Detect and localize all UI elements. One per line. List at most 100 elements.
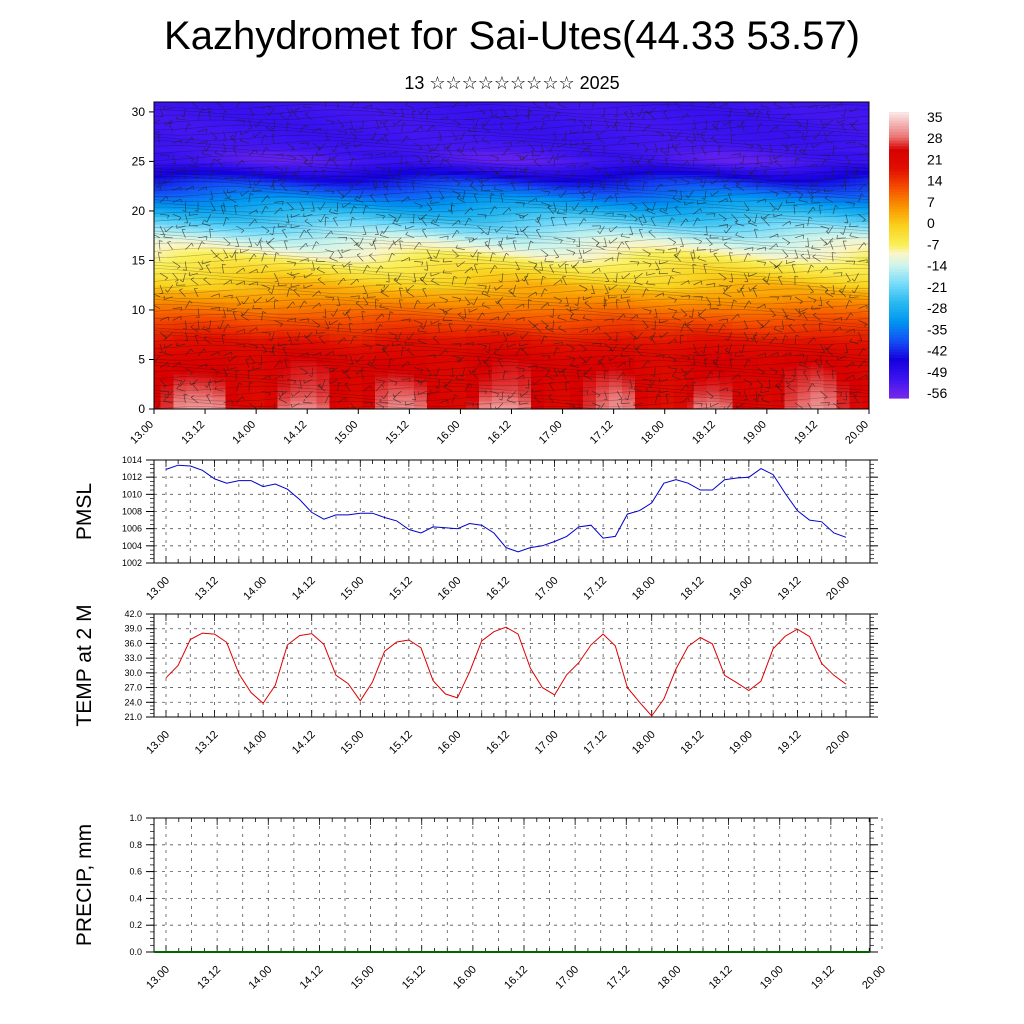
heatmap-cell [342, 117, 350, 122]
heatmap-cell [394, 251, 402, 257]
heatmap-cell [329, 201, 337, 207]
heatmap-cell [329, 378, 337, 383]
heatmap-cell [440, 362, 448, 368]
heatmap-cell [388, 136, 396, 141]
heatmap-cell [199, 397, 207, 402]
heatmap-cell [511, 393, 519, 399]
heatmap-cell [342, 316, 350, 322]
heatmap-cell [342, 328, 350, 333]
heatmap-cell [219, 405, 227, 409]
heatmap-cell [251, 297, 259, 303]
heatmap-cell [186, 282, 194, 287]
heatmap-cell [368, 155, 376, 161]
heatmap-cell [446, 286, 454, 291]
heatmap-cell [310, 389, 318, 395]
heatmap-cell [277, 286, 285, 291]
heatmap-cell [414, 320, 422, 326]
heatmap-cell [271, 224, 279, 230]
heatmap-cell [375, 286, 383, 291]
heatmap-cell [264, 259, 272, 264]
heatmap-cell [245, 313, 253, 318]
heatmap-cell [336, 182, 344, 188]
heatmap-cell [206, 362, 214, 368]
heatmap-cell [336, 167, 344, 172]
heatmap-cell [375, 194, 383, 199]
heatmap-cell [446, 178, 454, 184]
heatmap-cell [394, 121, 402, 126]
heatmap-cell [355, 343, 363, 349]
heatmap-cell [505, 171, 513, 176]
heatmap-cell [173, 174, 181, 180]
heatmap-cell [518, 263, 526, 268]
heatmap-cell [531, 255, 539, 260]
heatmap-cell [219, 251, 227, 257]
heatmap-cell [414, 178, 422, 184]
heatmap-cell [453, 224, 461, 230]
heatmap-cell [277, 378, 285, 383]
heatmap-cell [154, 144, 162, 149]
heatmap-cell [245, 393, 253, 399]
heatmap-cell [492, 105, 500, 111]
heatmap-cell [414, 243, 422, 249]
heatmap-cell [498, 209, 506, 214]
heatmap-cell [160, 282, 168, 287]
heatmap-cell [414, 194, 422, 199]
heatmap-cell [277, 105, 285, 111]
heatmap-cell [388, 366, 396, 372]
heatmap-cell [245, 339, 253, 345]
heatmap-cell [349, 151, 357, 157]
heatmap-cell [446, 301, 454, 306]
heatmap-cell [225, 336, 233, 341]
heatmap-cell [167, 393, 175, 399]
heatmap-cell [271, 293, 279, 299]
heatmap-cell [277, 336, 285, 341]
heatmap-cell [518, 332, 526, 337]
heatmap-cell [531, 282, 539, 287]
heatmap-cell [433, 220, 441, 226]
heatmap-cell [336, 324, 344, 330]
heatmap-cell [524, 313, 532, 318]
heatmap-cell [440, 343, 448, 349]
heatmap-cell [245, 278, 253, 283]
heatmap-cell [342, 267, 350, 272]
heatmap-cell [362, 316, 370, 322]
heatmap-cell [323, 136, 331, 141]
heatmap-cell [388, 105, 396, 111]
heatmap-cell [440, 224, 448, 230]
heatmap-cell [362, 397, 370, 402]
heatmap-cell [440, 359, 448, 364]
heatmap-cell [420, 351, 428, 356]
heatmap-cell [355, 174, 363, 180]
heatmap-cell [446, 320, 454, 326]
heatmap-cell [414, 290, 422, 295]
heatmap-cell [245, 359, 253, 364]
heatmap-cell [401, 293, 409, 299]
heatmap-cell [368, 324, 376, 330]
heatmap-cell [446, 228, 454, 234]
heatmap-cell [420, 270, 428, 276]
heatmap-cell [167, 290, 175, 295]
heatmap-cell [323, 301, 331, 306]
heatmap-cell [290, 182, 298, 188]
heatmap-cell [186, 201, 194, 207]
heatmap-cell [160, 132, 168, 138]
heatmap-cell [225, 355, 233, 360]
heatmap-cell [316, 167, 324, 172]
heatmap-cell [537, 251, 545, 257]
heatmap-cell [167, 263, 175, 268]
heatmap-cell [537, 320, 545, 326]
heatmap-cell [219, 270, 227, 276]
heatmap-cell [232, 224, 240, 230]
heatmap-cell [154, 140, 162, 145]
heatmap-cell [238, 251, 246, 257]
heatmap-cell [193, 178, 201, 184]
heatmap-cell [193, 393, 201, 399]
heatmap-cell [433, 313, 441, 318]
heatmap-cell [310, 362, 318, 368]
heatmap-cell [433, 109, 441, 115]
heatmap-cell [524, 220, 532, 226]
heatmap-cell [271, 197, 279, 203]
heatmap-cell [310, 151, 318, 157]
heatmap-cell [173, 378, 181, 383]
heatmap-cell [167, 324, 175, 330]
